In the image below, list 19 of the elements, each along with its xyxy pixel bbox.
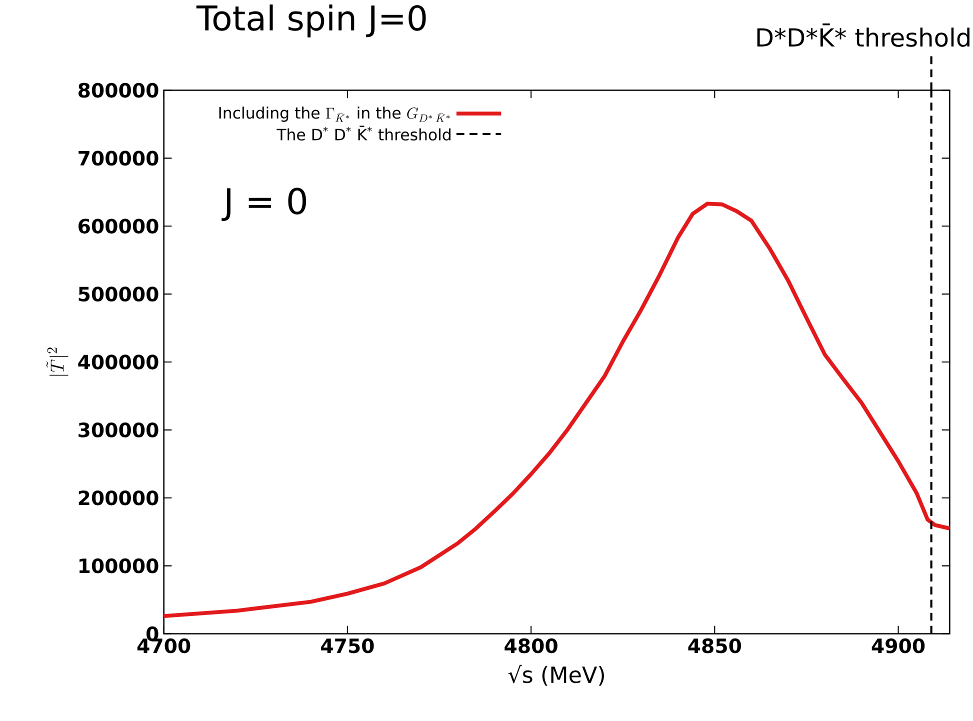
- x-tick-label: 4750: [321, 638, 374, 654]
- annotation: J = 0: [222, 188, 306, 222]
- text: D*D*K̄* threshold: [757, 23, 970, 47]
- x-axis-title: √s (MeV): [508, 664, 604, 686]
- legend-label: $\text{Including the }\Gamma_{\bar{K}^{*}}\text{ in the }G_{D^{*}\,\bar{K}^{*}}$: [219, 106, 450, 122]
- x-tick-label: 4850: [688, 638, 742, 654]
- y-tick-label: 100000: [80, 558, 158, 574]
- y-tick-label: 500000: [78, 286, 158, 302]
- chart-title: Total spin J=0: [196, 4, 426, 38]
- ref-line-label: The D$^{*}$ D$^{*}$ K̄$^{*}$ threshold: [276, 126, 450, 140]
- x-tick-label: 4900: [872, 638, 925, 654]
- x-tick-label: 4800: [504, 638, 558, 654]
- y-axis-title: $|\tilde{T}|^{2}$: [46, 348, 68, 376]
- y-tick-label: 700000: [78, 150, 158, 166]
- y-tick-label: 400000: [78, 354, 158, 370]
- y-tick-label: 300000: [78, 422, 158, 438]
- y-tick-label: 200000: [78, 490, 158, 506]
- y-tick-label: 600000: [78, 218, 158, 234]
- y-tick-label: 800000: [78, 82, 158, 98]
